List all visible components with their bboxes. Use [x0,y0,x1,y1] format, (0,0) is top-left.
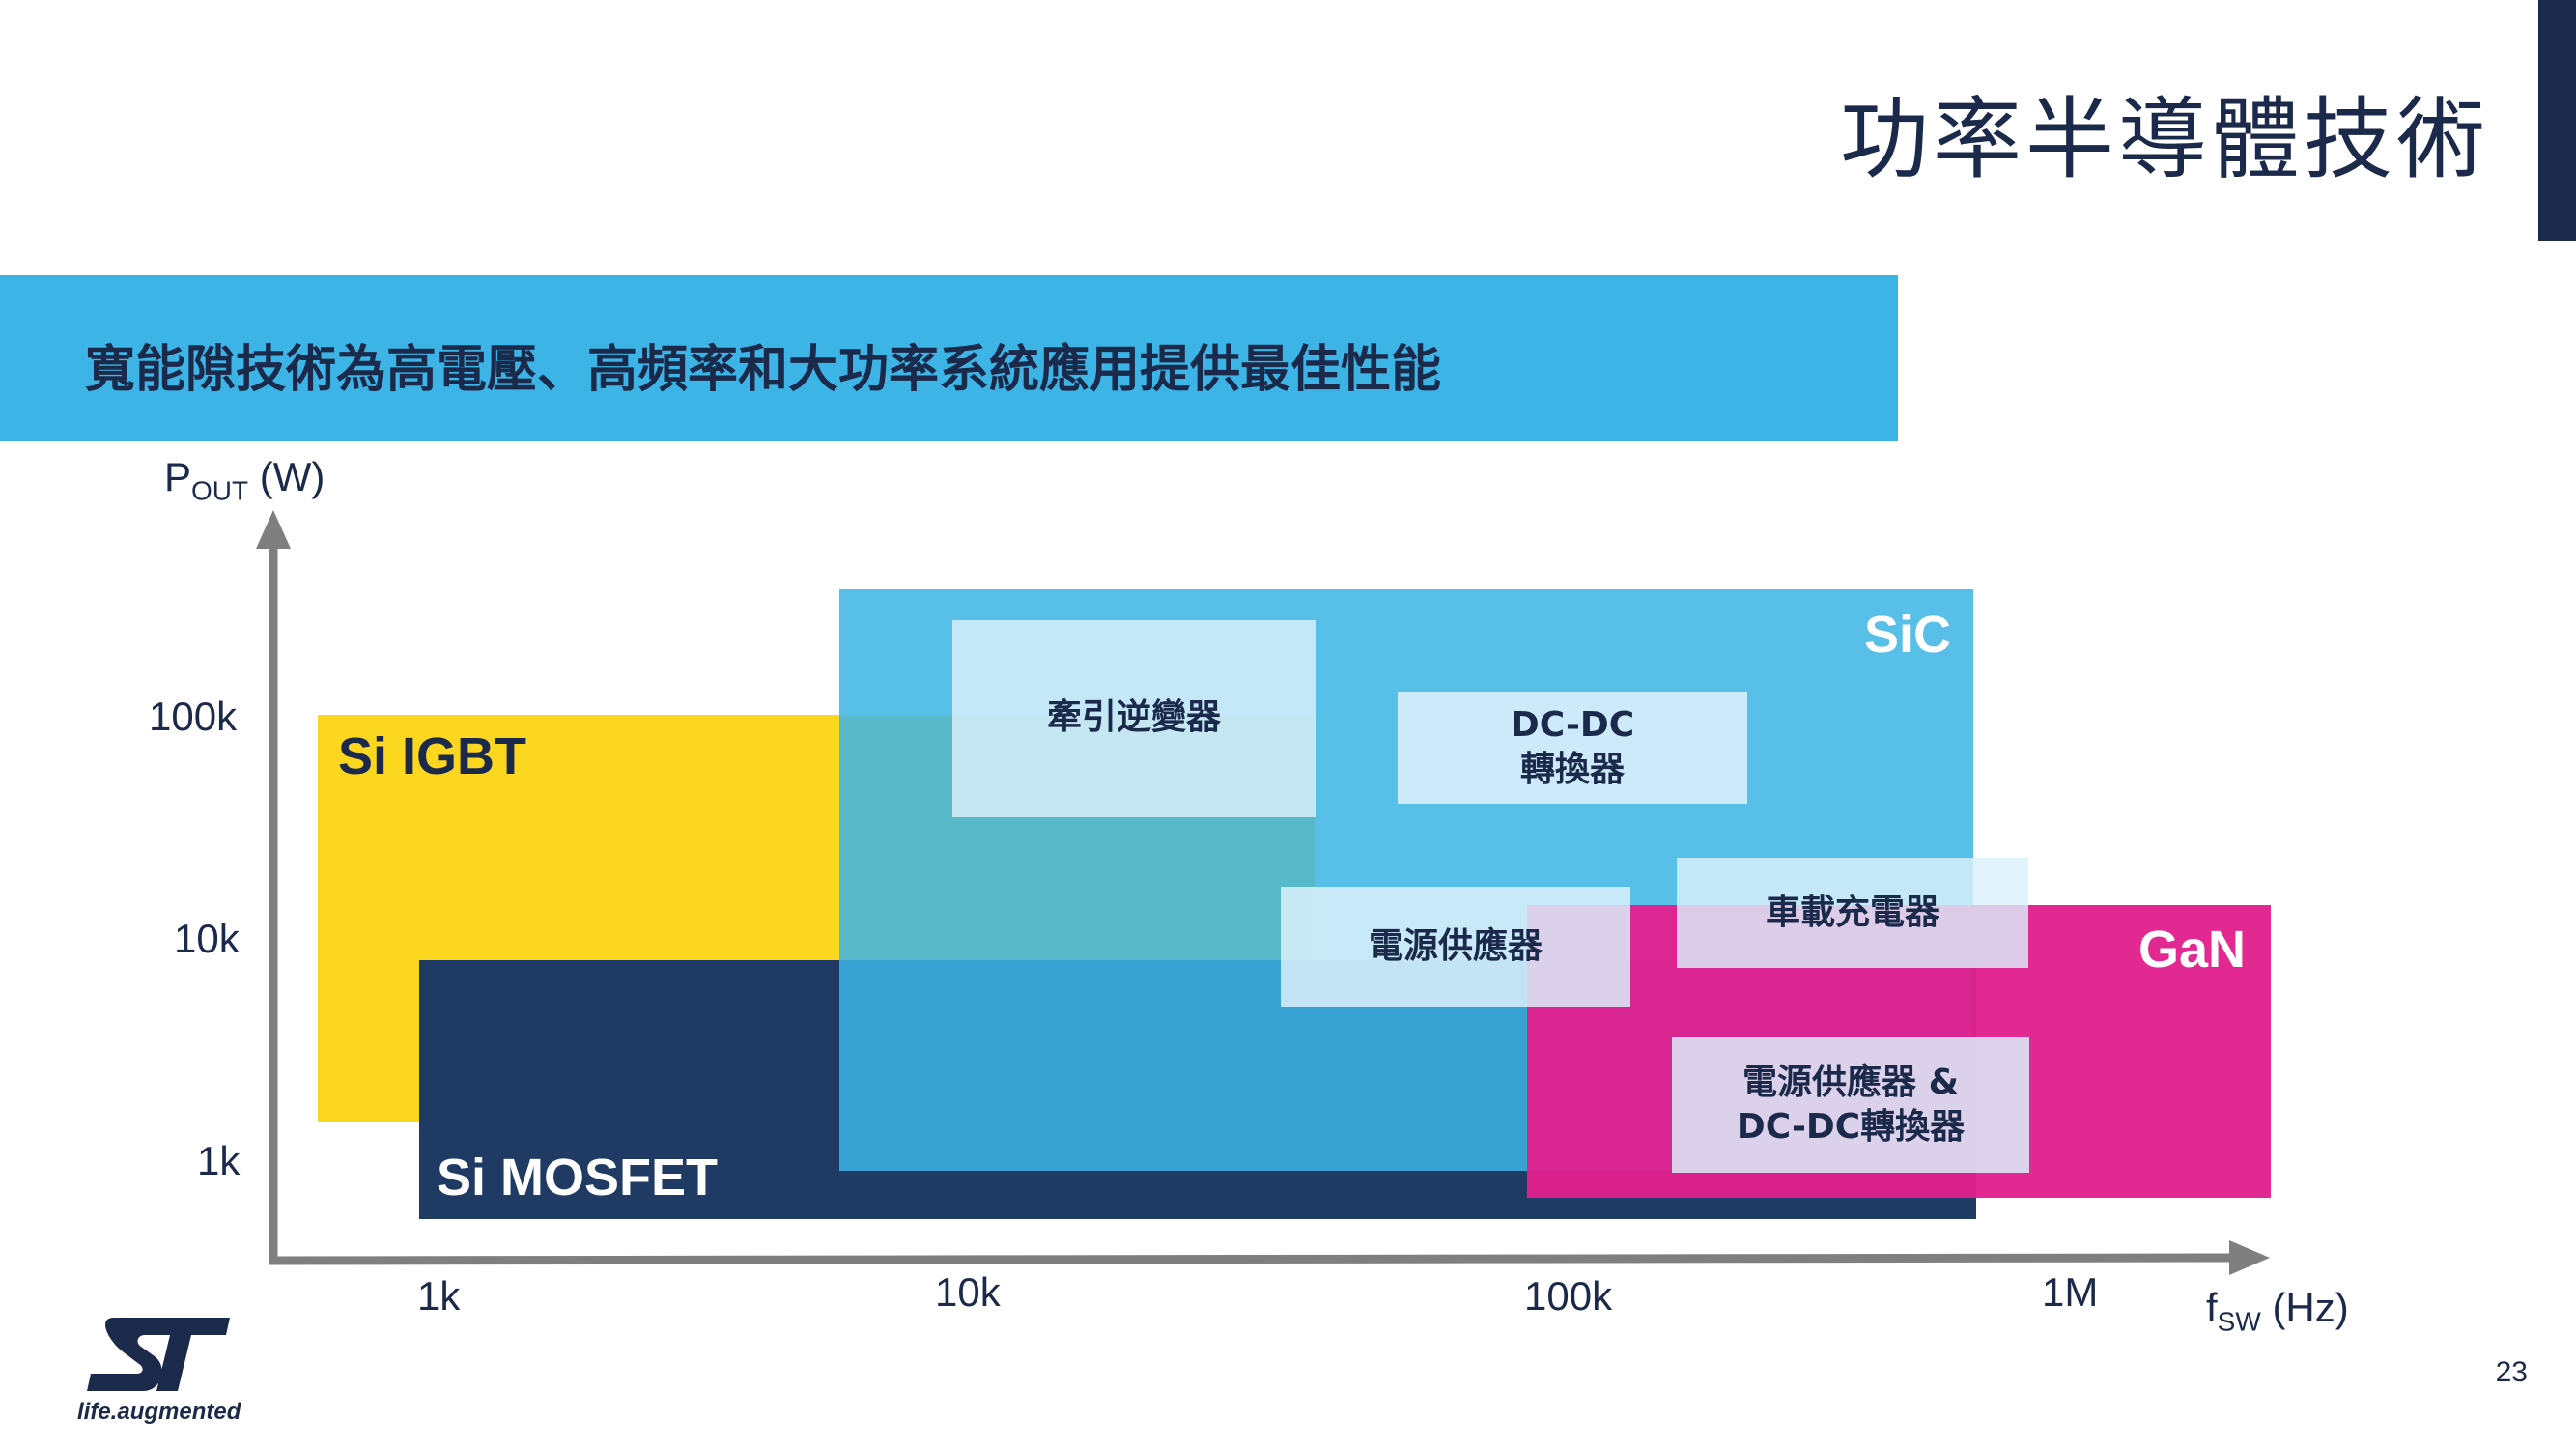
dcdc-line2: 轉換器 [1519,750,1625,789]
onboard-charger-box: 車載充電器 [1677,858,2028,968]
y-tick-label: 100k [149,694,238,739]
y-tick-label: 10k [174,916,240,961]
x-tick-label: 1M [2042,1269,2099,1315]
corner-accent-bar [2538,0,2576,242]
traction-inverter-text: 牽引逆變器 [1046,697,1221,737]
x-tick-label: 1k [417,1273,461,1319]
ps-dcdc-line2: DC-DC轉換器 [1736,1107,1966,1147]
x-tick-label: 100k [1524,1273,1613,1319]
dcdc-line1: DC-DC [1510,705,1635,745]
page-number: 23 [2495,1356,2528,1388]
y-axis-label: POUT (W) [164,454,326,506]
sic-label: SiC [1864,606,1952,664]
x-axis-line [269,1253,2242,1265]
dcdc-converter-box: DC-DC 轉換器 [1398,692,1747,804]
si-mosfet-label: Si MOSFET [437,1149,719,1207]
y-axis-arrow [256,510,291,549]
ps-dcdc-box: 電源供應器 & DC-DC轉換器 [1672,1037,2029,1173]
gan-label: GaN [2138,921,2247,979]
onboard-charger-text: 車載充電器 [1765,893,1939,932]
banner-text: 寬能隙技術為高電壓、高頻率和大功率系統應用提供最佳性能 [85,341,1442,399]
x-tick-label: 10k [935,1269,1001,1315]
st-logo-icon [87,1318,230,1391]
si-igbt-label: Si IGBT [338,727,527,785]
ps-dcdc-line1: 電源供應器 & [1742,1063,1959,1102]
traction-inverter-box: 牽引逆變器 [952,620,1316,817]
x-axis-label: fSW (Hz) [2206,1285,2349,1337]
slide-title: 功率半導體技術 [1839,88,2489,191]
banner [0,275,1898,441]
power-supply-text: 電源供應器 [1368,926,1543,966]
y-tick-label: 1k [197,1138,241,1183]
x-axis-arrow [2229,1240,2270,1275]
power-supply-box: 電源供應器 [1281,887,1630,1007]
logo-tagline: life.augmented [77,1399,241,1425]
